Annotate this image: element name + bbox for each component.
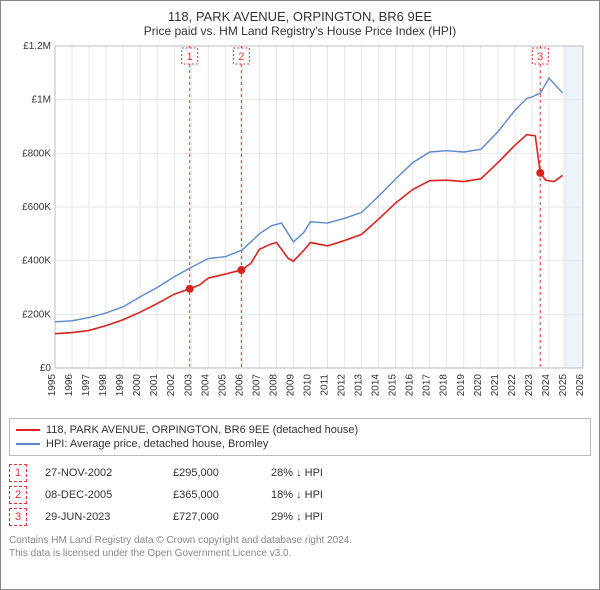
chart-svg: £0 £200K £400K £600K £800K £1M £1.2M 1995 1996 19…: [9, 42, 589, 412]
sale-date: 29-JUN-2023: [45, 511, 155, 523]
sales-row: 3 29-JUN-2023 £727,000 29% ↓ HPI: [9, 506, 591, 528]
chart-title: 118, PARK AVENUE, ORPINGTON, BR6 9EE: [9, 9, 591, 24]
legend-row: HPI: Average price, detached house, Brom…: [16, 437, 584, 451]
sales-row: 2 08-DEC-2005 £365,000 18% ↓ HPI: [9, 484, 591, 506]
sale-marker-icon: 2: [9, 486, 27, 504]
legend-swatch: [16, 443, 40, 445]
sale-price: £727,000: [173, 511, 253, 523]
svg-text:2015: 2015: [388, 374, 399, 397]
sales-table: 1 27-NOV-2002 £295,000 28% ↓ HPI 2 08-DE…: [9, 462, 591, 528]
legend-swatch: [16, 429, 40, 431]
svg-text:1998: 1998: [98, 374, 109, 397]
sale-marker-icon: 1: [9, 464, 27, 482]
svg-text:2000: 2000: [132, 374, 143, 397]
svg-text:1995: 1995: [47, 374, 58, 397]
legend: 118, PARK AVENUE, ORPINGTON, BR6 9EE (de…: [9, 418, 591, 456]
chart-container: { "title": "118, PARK AVENUE, ORPINGTON,…: [0, 0, 600, 590]
legend-label: HPI: Average price, detached house, Brom…: [46, 438, 268, 450]
svg-text:1999: 1999: [115, 374, 126, 397]
svg-text:2004: 2004: [200, 374, 211, 397]
svg-text:2007: 2007: [251, 374, 262, 397]
svg-text:£1.2M: £1.2M: [23, 42, 51, 52]
sale-pct: 18% ↓ HPI: [271, 489, 371, 501]
svg-text:2025: 2025: [558, 374, 569, 397]
svg-text:2021: 2021: [490, 374, 501, 397]
sale-price: £295,000: [173, 467, 253, 479]
sale-pct: 28% ↓ HPI: [271, 467, 371, 479]
svg-text:£0: £0: [40, 363, 52, 374]
footer-line: Contains HM Land Registry data © Crown c…: [9, 534, 591, 547]
line-chart: £0 £200K £400K £600K £800K £1M £1.2M 1995 1996 19…: [9, 42, 591, 412]
svg-text:2020: 2020: [473, 374, 484, 397]
svg-text:£200K: £200K: [22, 309, 51, 320]
svg-text:£600K: £600K: [22, 202, 51, 213]
sale-date: 27-NOV-2002: [45, 467, 155, 479]
footer-line: This data is licensed under the Open Gov…: [9, 547, 591, 560]
svg-text:2010: 2010: [302, 374, 313, 397]
legend-label: 118, PARK AVENUE, ORPINGTON, BR6 9EE (de…: [46, 424, 358, 436]
svg-text:2: 2: [238, 51, 244, 63]
svg-text:2006: 2006: [234, 374, 245, 397]
svg-text:2024: 2024: [541, 374, 552, 397]
svg-text:2003: 2003: [183, 374, 194, 397]
svg-text:2014: 2014: [371, 374, 382, 397]
svg-text:1996: 1996: [64, 374, 75, 397]
svg-text:£400K: £400K: [22, 256, 51, 267]
svg-text:2017: 2017: [422, 374, 433, 397]
svg-text:2009: 2009: [285, 374, 296, 397]
svg-text:2013: 2013: [354, 374, 365, 397]
svg-text:2016: 2016: [405, 374, 416, 397]
sale-marker-icon: 3: [9, 508, 27, 526]
chart-subtitle: Price paid vs. HM Land Registry's House …: [9, 24, 591, 38]
svg-text:1: 1: [187, 51, 193, 63]
sale-pct: 29% ↓ HPI: [271, 511, 371, 523]
svg-text:2019: 2019: [456, 374, 467, 397]
svg-text:2022: 2022: [507, 374, 518, 397]
svg-text:2018: 2018: [439, 374, 450, 397]
svg-text:2002: 2002: [166, 374, 177, 397]
sale-date: 08-DEC-2005: [45, 489, 155, 501]
legend-row: 118, PARK AVENUE, ORPINGTON, BR6 9EE (de…: [16, 423, 584, 437]
svg-text:2023: 2023: [524, 374, 535, 397]
svg-text:3: 3: [537, 51, 543, 63]
svg-text:2026: 2026: [575, 374, 586, 397]
svg-text:2005: 2005: [217, 374, 228, 397]
svg-text:2001: 2001: [149, 374, 160, 397]
sales-row: 1 27-NOV-2002 £295,000 28% ↓ HPI: [9, 462, 591, 484]
svg-text:2008: 2008: [268, 374, 279, 397]
svg-text:2012: 2012: [337, 374, 348, 397]
svg-text:£800K: £800K: [22, 148, 51, 159]
svg-text:£1M: £1M: [32, 95, 51, 106]
sale-price: £365,000: [173, 489, 253, 501]
svg-text:2011: 2011: [320, 374, 331, 396]
svg-text:1997: 1997: [81, 374, 92, 397]
footer: Contains HM Land Registry data © Crown c…: [9, 534, 591, 560]
